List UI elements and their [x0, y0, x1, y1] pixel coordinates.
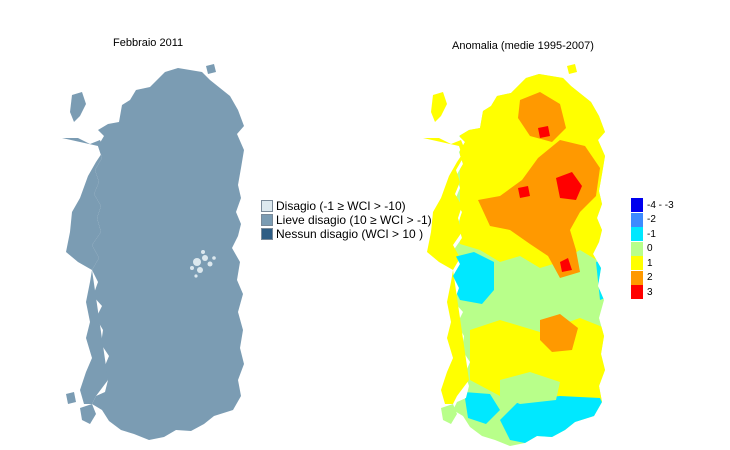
- right-legend-label: 2: [647, 272, 653, 284]
- right-legend-item: -1: [631, 227, 674, 242]
- left-map-title: Febbraio 2011: [113, 37, 184, 49]
- right-map-title: Anomalia (medie 1995-2007): [452, 40, 594, 52]
- left-legend-item-lieve: Lieve disagio (10 ≥ WCI > -1): [261, 213, 432, 227]
- left-island-west-coast: [62, 138, 108, 404]
- zone-red-3: [518, 186, 530, 198]
- right-legend-swatch: [631, 227, 643, 242]
- right-legend-swatch: [631, 270, 643, 285]
- right-legend-label: -4 - -3: [647, 199, 674, 211]
- right-legend-swatch: [631, 256, 643, 271]
- right-legend-label: -1: [647, 228, 656, 240]
- zone-cyan-south: [500, 396, 605, 446]
- left-legend-label-disagio: Disagio (-1 ≥ WCI > -10): [276, 199, 406, 213]
- left-legend-swatch-nessun: [261, 228, 273, 240]
- right-legend-item: -2: [631, 212, 674, 228]
- san-pietro-island: [66, 392, 76, 404]
- right-legend-label: 1: [647, 257, 653, 269]
- left-map: [62, 64, 244, 440]
- zone-red-1: [556, 172, 582, 200]
- left-island-shape: [92, 68, 244, 440]
- right-legend-item: 1: [631, 256, 674, 271]
- north-islet: [206, 64, 216, 74]
- asinara-island: [70, 92, 86, 122]
- right-island-west-coast: [423, 138, 469, 404]
- anomaly-zones: [453, 74, 605, 446]
- right-legend-item: 3: [631, 285, 674, 300]
- left-disagio-patch: [190, 250, 216, 278]
- left-legend-item-nessun: Nessun disagio (WCI > 10 ): [261, 227, 432, 241]
- right-legend-item: 2: [631, 270, 674, 286]
- right-legend-label: -2: [647, 214, 656, 226]
- zone-green-southwest: [500, 372, 560, 404]
- left-legend-item-disagio: Disagio (-1 ≥ WCI > -10): [261, 199, 432, 213]
- right-legend-label: 3: [647, 286, 653, 298]
- zone-red-4: [560, 258, 572, 272]
- right-asinara-island: [431, 92, 447, 122]
- left-legend-label-lieve: Lieve disagio (10 ≥ WCI > -1): [276, 213, 432, 227]
- sant-antioco-island: [80, 404, 96, 424]
- left-legend-swatch-disagio: [261, 200, 273, 212]
- zone-cyan-west: [453, 252, 494, 304]
- right-legend-item: -4 - -3: [631, 198, 674, 213]
- zone-orange-north: [518, 92, 566, 142]
- right-legend-swatch: [631, 241, 643, 256]
- left-legend: Disagio (-1 ≥ WCI > -10) Lieve disagio (…: [261, 199, 432, 241]
- left-legend-swatch-lieve: [261, 214, 273, 226]
- right-legend-swatch: [631, 198, 643, 213]
- zone-red-2: [538, 126, 550, 138]
- right-legend-label: 0: [647, 243, 653, 255]
- right-sant-antioco-island: [441, 404, 457, 424]
- zone-orange-south: [540, 314, 578, 352]
- zone-cyan-southwest: [464, 392, 500, 424]
- left-legend-label-nessun: Nessun disagio (WCI > 10 ): [276, 227, 424, 241]
- right-legend-item: 0: [631, 241, 674, 257]
- right-map: [423, 64, 605, 446]
- right-legend: -4 - -3 -2 -1 0 1 2 3: [631, 198, 674, 300]
- right-north-islet: [567, 64, 577, 74]
- right-legend-swatch: [631, 285, 643, 300]
- right-legend-swatch: [631, 212, 643, 227]
